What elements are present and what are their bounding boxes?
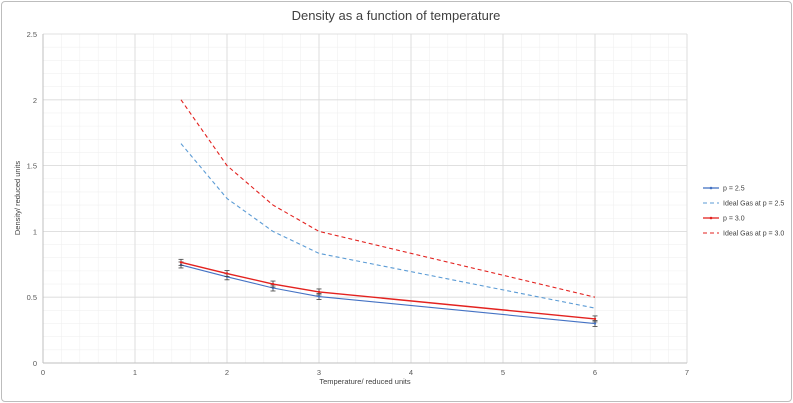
legend-marker	[709, 216, 713, 220]
legend-label: Ideal Gas at p = 2.5	[723, 201, 784, 208]
legend-item: Ideal Gas at p = 3.0	[703, 231, 784, 238]
legend-label: Ideal Gas at p = 3.0	[723, 231, 784, 238]
legend: p = 2.5 Ideal Gas at p = 2.5 p = 3.0 Ideal …	[703, 186, 784, 238]
x-tick-label: 4	[409, 368, 413, 377]
series-line-4	[180, 99, 596, 298]
legend-item: p = 2.5	[703, 186, 745, 193]
point-marker	[225, 272, 229, 275]
y-tick-label: 0.5	[27, 293, 37, 302]
point-marker	[317, 295, 321, 298]
y-axis-label: Density/ reduced units	[13, 161, 22, 235]
point-marker	[271, 282, 275, 286]
series-group	[178, 99, 598, 327]
series-line-1	[180, 264, 596, 325]
y-tick-label: 0	[33, 359, 37, 368]
point-marker	[593, 317, 597, 321]
data-point	[316, 288, 322, 296]
x-tick-label: 5	[501, 368, 505, 377]
point-marker	[179, 261, 183, 264]
x-tick-label: 0	[41, 368, 45, 377]
tick-labels: 0 1 2 3 4 5 6 7 0 0.5 1 1.5 2 2.5	[27, 30, 690, 377]
legend-label: p = 3.0	[723, 216, 745, 223]
x-tick-label: 2	[225, 368, 229, 377]
data-point	[224, 270, 230, 277]
legend-marker	[709, 186, 713, 190]
point-marker	[593, 322, 597, 325]
series-line-2	[180, 143, 596, 309]
y-tick-label: 1.5	[27, 162, 37, 171]
x-axis-label: Temperature/ reduced units	[319, 377, 411, 386]
chart-title: Density as a function of temperature	[292, 8, 501, 23]
x-tick-label: 3	[317, 368, 321, 377]
data-point	[592, 315, 598, 323]
y-tick-label: 2.5	[27, 30, 37, 39]
y-tick-label: 1	[33, 227, 37, 236]
x-tick-label: 1	[133, 368, 137, 377]
data-point	[270, 280, 276, 288]
grid-lines	[42, 33, 688, 364]
axes	[42, 34, 687, 364]
x-tick-label: 7	[685, 368, 689, 377]
legend-item: p = 3.0	[703, 216, 745, 223]
y-tick-label: 2	[33, 96, 37, 105]
data-point	[178, 258, 184, 266]
legend-label: p = 2.5	[723, 186, 745, 193]
x-tick-label: 6	[593, 368, 597, 377]
legend-item: Ideal Gas at p = 2.5	[703, 201, 784, 208]
point-marker	[317, 290, 321, 294]
